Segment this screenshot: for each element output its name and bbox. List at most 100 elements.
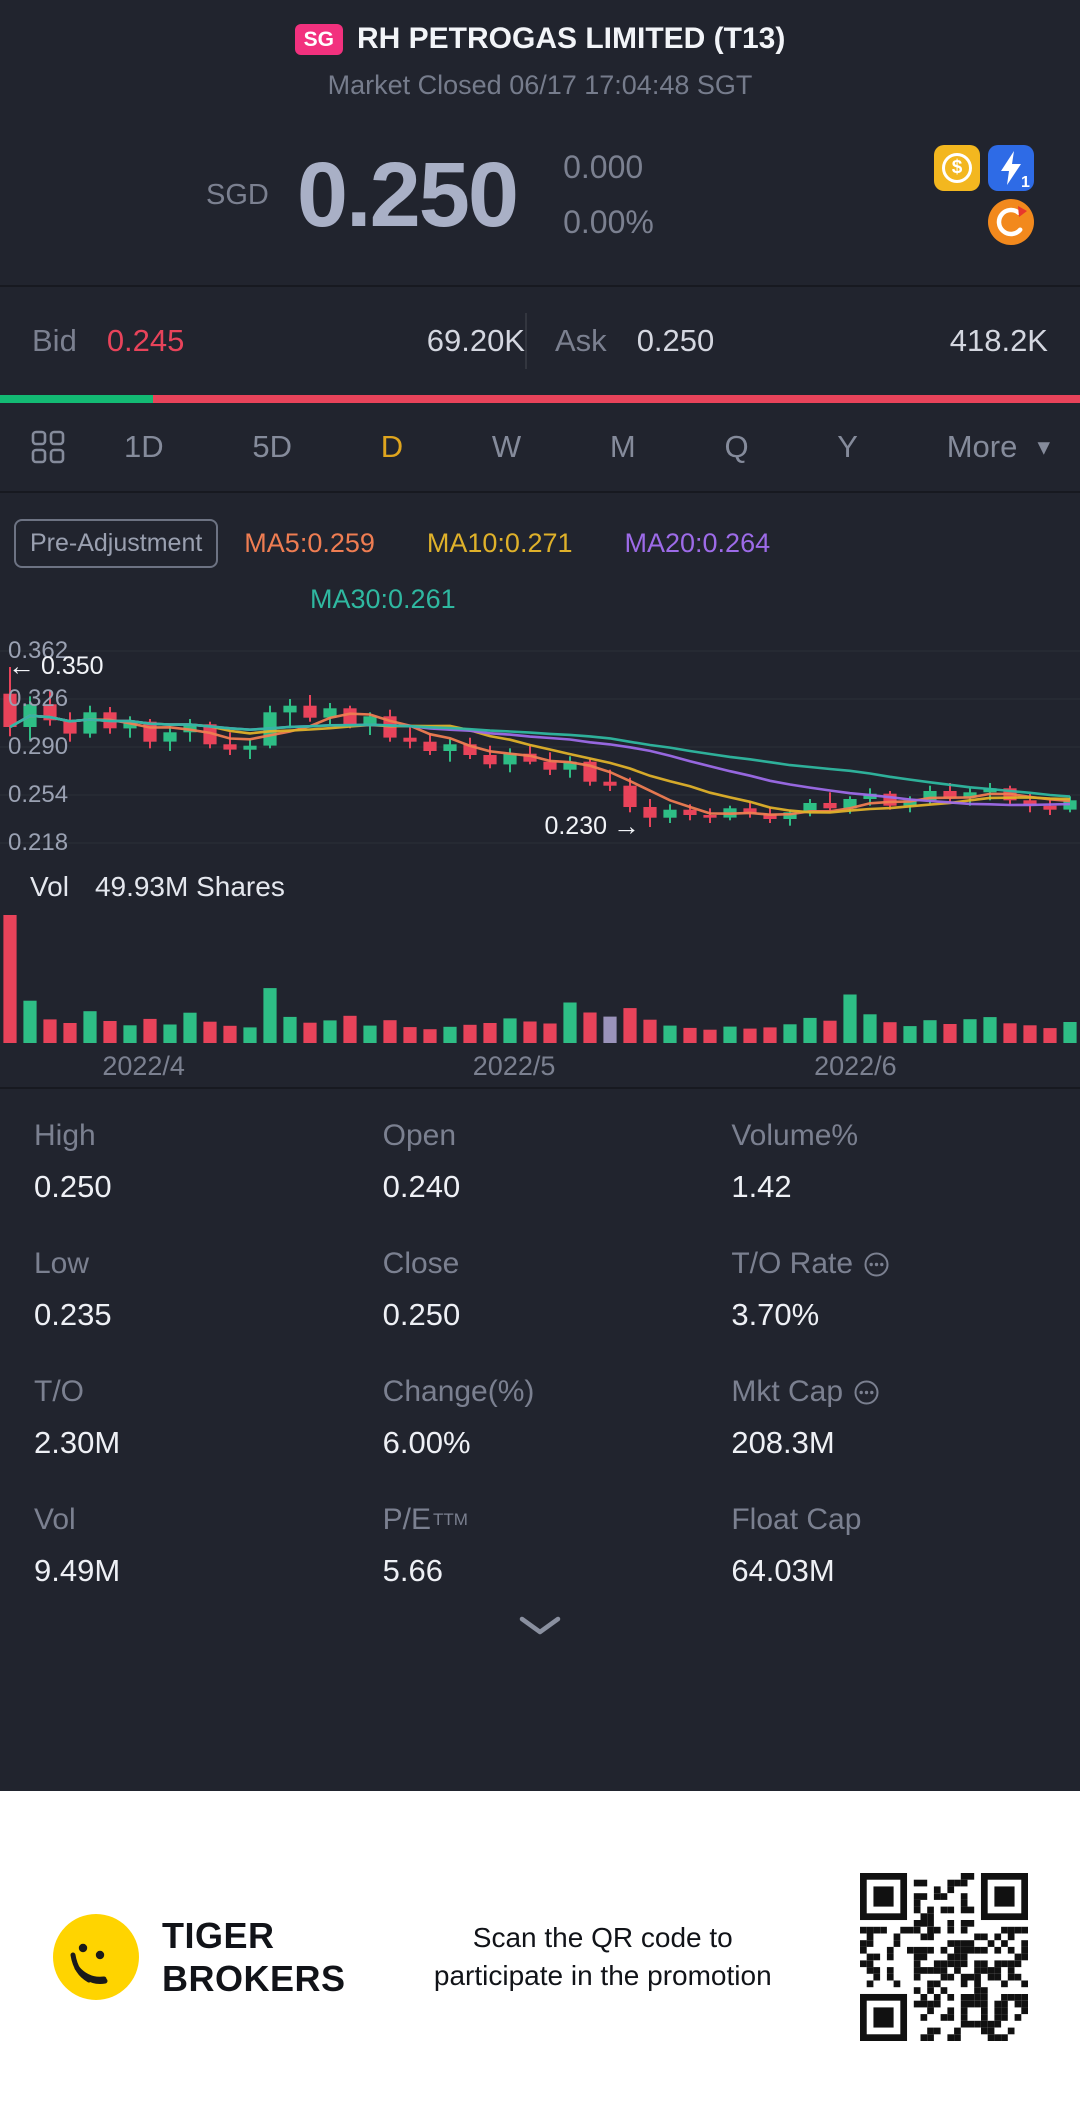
vol-label: Vol [30,871,69,902]
tab-m[interactable]: M [609,429,636,464]
period-tabs: 1D 5D D W M Q Y More ▾ [0,403,1080,491]
bid-price: 0.245 [106,323,185,358]
stat-high: High 0.250 [34,1119,383,1205]
stat-label: Change(%) [382,1375,535,1408]
legend-row-1: Pre-Adjustment MA5:0.259 MA10:0.271 MA20:0… [14,519,1066,568]
cash-dollar-icon[interactable]: $ [934,145,980,191]
stat-label: Float Cap [731,1503,862,1536]
brand-name: TIGER BROKERS [162,1914,346,2000]
divider [0,491,1080,493]
stat-value: 3.70% [731,1297,820,1332]
volume-chart[interactable] [0,911,1080,1043]
stat-vol: Vol 9.49M [34,1503,383,1589]
stat-value: 64.03M [731,1553,835,1588]
x-axis-label: 2022/4 [102,1051,185,1081]
ask-row[interactable]: Ask 0.250 418.2K [527,323,1048,359]
stat-label: Low [34,1247,90,1280]
spacer [0,1667,1080,1791]
header: SG RH PETROGAS LIMITED (T13) Market Clos… [0,0,1080,101]
market-status: Market Closed 06/17 17:04:48 SGT [327,70,753,100]
bid-size: 69.20K [426,323,525,358]
bid-row[interactable]: Bid 0.245 69.20K [32,323,525,359]
vol-value: 49.93M Shares [94,871,285,902]
bid-ratio-segment [0,395,154,403]
info-icon[interactable] [863,1251,890,1278]
stat-label: Mkt Cap [731,1375,1080,1409]
stat-value: 2.30M [34,1425,121,1460]
chart-legend: Pre-Adjustment MA5:0.259 MA10:0.271 MA20:0… [0,493,1080,621]
volume-header: Vol 49.93M Shares [0,867,1080,903]
tab-1d[interactable]: 1D [124,429,164,464]
last-price: 0.250 [296,144,519,246]
pre-adjustment-button[interactable]: Pre-Adjustment [14,519,219,568]
stat-low: Low 0.235 [34,1247,383,1333]
stat-label: T/O [34,1375,84,1408]
lightning-bolt-icon: 1 [1001,151,1030,191]
stat-value: 9.49M [34,1553,121,1588]
stat-pe-ttm: P/E TTM 5.66 [383,1503,732,1589]
currency-label: SGD [206,178,269,211]
bid-label: Bid [32,323,77,358]
svg-text:1: 1 [1021,174,1030,191]
collapse-button[interactable] [0,1599,1080,1667]
tab-d[interactable]: D [380,429,404,464]
promo-footer: TIGER BROKERS Scan the QR code to partic… [0,1791,1080,2123]
page-title: RH PETROGAS LIMITED (T13) [356,22,786,55]
ma-legend-row-2: MA30:0.261 [310,584,1066,615]
tab-items: 1D 5D D W M Q Y More [124,429,1017,465]
divider [0,285,1080,287]
tab-y[interactable]: Y [837,429,858,464]
stat-value: 0.240 [382,1169,461,1204]
stat-label: Vol [34,1503,76,1536]
price-change-pct: 0.00% [563,204,654,240]
promo-text: Scan the QR code to participate in the p… [433,1922,772,1991]
stat-open: Open 0.240 [383,1119,732,1205]
stat-change-pct: Change(%) 6.00% [383,1375,732,1461]
ask-size: 418.2K [949,323,1048,358]
circular-arrow-icon [996,206,1027,237]
promo-badge-icon[interactable] [988,199,1034,245]
brand-block: TIGER BROKERS [52,1913,346,2001]
tab-q[interactable]: Q [724,429,749,464]
tab-w[interactable]: W [491,429,522,464]
stat-float-cap: Float Cap 64.03M [731,1503,1080,1589]
info-icon[interactable] [853,1379,880,1406]
stat-value: 208.3M [731,1425,835,1460]
divider [0,1087,1080,1089]
ma-legend-row-1: MA5:0.259 MA10:0.271 MA20:0.264 [244,528,770,559]
ma-legend-5: MA5:0.259 [244,528,375,558]
tab-more[interactable]: More [946,429,1018,464]
stat-to: T/O 2.30M [34,1375,383,1461]
stat-volume-pct: Volume% 1.42 [731,1119,1080,1205]
x-axis: 2022/4 2022/5 2022/6 [0,1043,1080,1087]
stat-value: 6.00% [382,1425,471,1460]
ma-legend-30: MA30:0.261 [310,584,456,614]
flash-order-icon[interactable]: 1 [988,145,1034,191]
ma-legend-20: MA20:0.264 [624,528,771,558]
title-row: SG RH PETROGAS LIMITED (T13) [0,22,1080,56]
candlestick-chart[interactable]: 0.362 0.326 0.290 0.254 0.218 ← 0.350 0.230 → [0,637,1080,867]
more-dropdown-caret-icon[interactable]: ▾ [1037,433,1050,461]
stat-label: Volume% [731,1119,859,1152]
ask-label: Ask [555,323,607,358]
exchange-badge: SG [294,23,343,55]
brand-line-2: BROKERS [162,1958,346,1999]
qr-code [860,1873,1028,2041]
chevron-down-icon [519,1616,561,1635]
tab-5d[interactable]: 5D [252,429,293,464]
x-axis-label: 2022/5 [472,1051,556,1081]
x-axis-label: 2022/6 [814,1051,897,1081]
stat-label: T/O Rate [731,1247,1080,1281]
dollar-glyph: $ [942,153,972,183]
bid-ask-ratio-bar [0,395,1080,403]
stat-to-rate: T/O Rate 3.70% [731,1247,1080,1333]
stat-value: 0.250 [382,1297,461,1332]
brand-line-1: TIGER [162,1914,275,1956]
quote-section: SGD 0.250 0.000 0.00% $ 1 [0,101,1080,285]
stat-mkt-cap: Mkt Cap 208.3M [731,1375,1080,1461]
stat-label: Open [382,1119,457,1152]
bid-ask-section: Bid 0.245 69.20K Ask 0.250 418.2K [0,287,1080,395]
stat-label: High [34,1119,96,1152]
layout-grid-icon[interactable] [30,429,66,465]
stat-close: Close 0.250 [383,1247,732,1333]
